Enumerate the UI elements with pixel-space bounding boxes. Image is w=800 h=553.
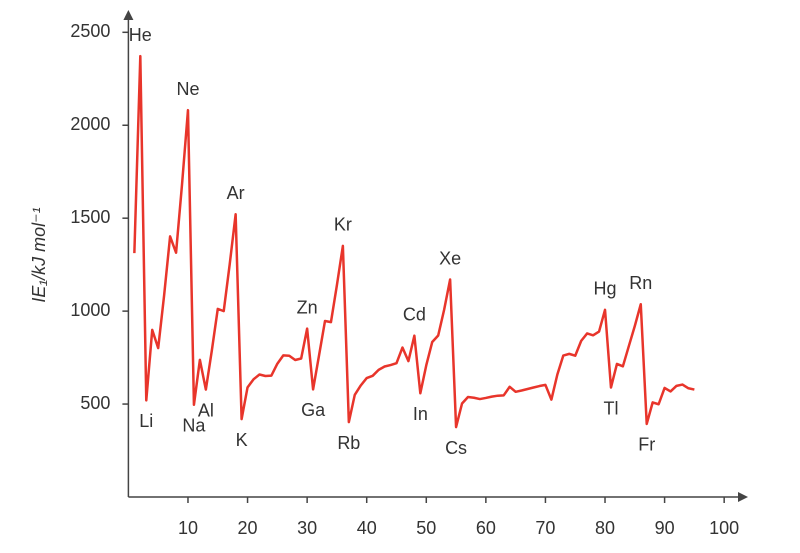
point-label: In [413,404,428,424]
x-tick-label: 100 [709,518,739,538]
x-tick-label: 60 [476,518,496,538]
point-label: He [129,25,152,45]
point-label: Fr [638,435,655,455]
y-axis-arrow [123,10,134,20]
point-label: Hg [594,279,617,299]
x-tick-label: 50 [416,518,436,538]
y-tick-label: 1000 [70,300,110,320]
point-label: Cs [445,438,467,458]
point-label: Ar [227,183,245,203]
y-tick-label: 2000 [70,114,110,134]
x-axis-arrow [738,492,748,502]
point-label: Rn [629,273,652,293]
y-tick-label: 1500 [70,207,110,227]
point-label: Kr [334,215,352,235]
x-tick-label: 10 [178,518,198,538]
y-tick-label: 500 [80,393,110,413]
point-label: K [236,430,248,450]
point-label: Zn [297,297,318,317]
x-tick-label: 80 [595,518,615,538]
x-tick-label: 30 [297,518,317,538]
point-label: Na [182,416,206,436]
point-label: Tl [603,398,618,418]
x-tick-label: 40 [357,518,377,538]
y-tick-label: 2500 [70,21,110,41]
point-label: Al [198,400,214,420]
point-label: Li [139,411,153,431]
line [133,54,695,429]
x-tick-label: 70 [535,518,555,538]
point-label: Ga [301,400,326,420]
y-axis-label: IE₁/kJ mol⁻¹ [29,207,49,302]
point-label: Cd [403,304,426,324]
point-label: Xe [439,248,461,268]
point-label: Rb [337,433,360,453]
point-label: Ne [176,79,199,99]
x-tick-label: 90 [655,518,675,538]
x-tick-label: 20 [238,518,258,538]
